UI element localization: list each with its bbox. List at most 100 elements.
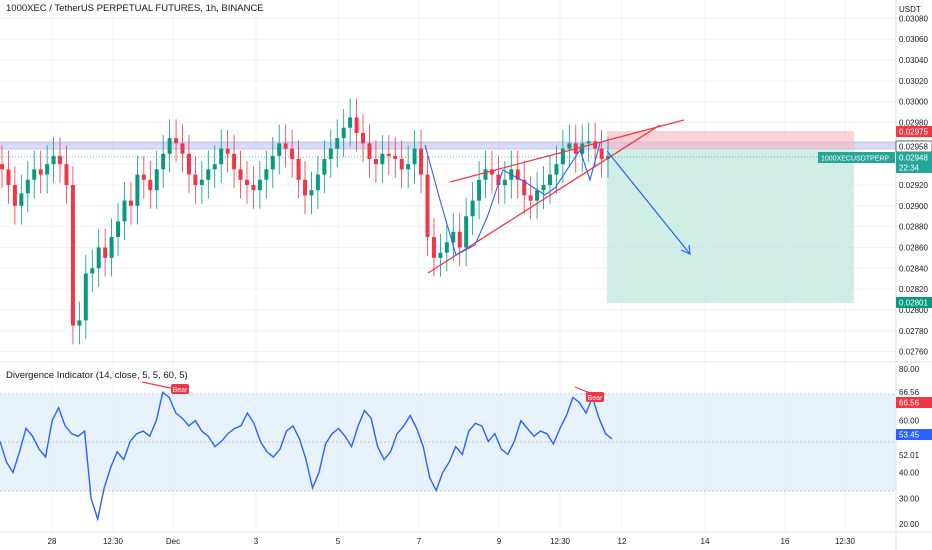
time-tick-label: 12:30 <box>103 537 124 546</box>
time-tick-label: 3 <box>254 537 259 546</box>
candle-body <box>128 200 133 206</box>
price-tick-label: 0.02820 <box>899 285 928 294</box>
candle-body <box>64 164 69 185</box>
last-price-label: 0.02948 <box>899 154 928 163</box>
candle-body <box>567 143 572 149</box>
candle-body <box>174 138 179 144</box>
candle-body <box>373 158 378 165</box>
arrow-head-icon <box>680 244 691 255</box>
resistance-price-label: 0.02975 <box>899 128 928 137</box>
candle-body <box>496 174 501 185</box>
candle-body <box>431 237 436 258</box>
indicator-current-label: 53.45 <box>899 431 920 440</box>
candle-body <box>109 237 114 258</box>
time-tick-label: 16 <box>781 537 790 546</box>
candle-body <box>244 179 249 185</box>
candle-body <box>251 185 256 191</box>
indicator-tick-label: 30.00 <box>899 494 920 503</box>
indicator-tick-label: 80.00 <box>899 365 920 374</box>
indicator-upper-plain: 66.56 <box>899 388 920 397</box>
candle-body <box>348 117 353 128</box>
price-tick-label: 0.02860 <box>899 243 928 252</box>
candle-body <box>335 138 340 149</box>
indicator-line <box>0 391 613 522</box>
wedge-upper-line <box>449 119 685 183</box>
candle-body <box>161 153 166 170</box>
price-tick-label: 0.02900 <box>899 202 928 211</box>
candle-body <box>399 158 404 170</box>
candle-body <box>425 174 430 238</box>
candle-body <box>593 141 598 149</box>
time-tick-label: 9 <box>497 537 502 546</box>
candle-body <box>547 174 552 185</box>
candle-body <box>444 242 449 253</box>
candle-body <box>322 158 327 175</box>
candle-body <box>238 169 243 180</box>
symbol-label-bg <box>818 152 895 163</box>
candle-body <box>412 148 417 165</box>
candle-body <box>393 155 398 159</box>
projection-arrow <box>606 150 691 255</box>
candle-body <box>0 164 4 170</box>
candle-body <box>541 185 546 191</box>
candle-body <box>58 155 63 165</box>
price-tick-label: 0.02760 <box>899 348 928 357</box>
price-tick-label: 0.02880 <box>899 223 928 232</box>
indicator-band <box>0 394 896 491</box>
candle-body <box>154 169 159 191</box>
price-tick-label: 0.03040 <box>899 56 928 65</box>
candle-body <box>96 247 101 269</box>
candle-body <box>483 169 488 180</box>
candle-body <box>90 268 95 274</box>
indicator-tick-label: 40.00 <box>899 468 920 477</box>
candle-body <box>264 169 269 180</box>
candle-body <box>277 143 282 156</box>
price-tick-label: 0.02780 <box>899 327 928 336</box>
bear-label-2-bg <box>586 392 604 402</box>
target-price-label-bg <box>896 297 932 308</box>
candle-body <box>451 231 456 243</box>
indicator-current-label-bg <box>896 429 932 440</box>
candle-body <box>315 174 320 191</box>
time-tick-label: 12:30 <box>835 537 856 546</box>
candle-body <box>361 132 366 144</box>
wedge-lower-line <box>427 124 661 274</box>
candle-body <box>186 153 191 175</box>
candle-body <box>257 179 262 191</box>
candle-body <box>199 179 204 185</box>
time-axis: 28 12:30 Dec 3 5 7 9 12:30 12 14 16 12:30 <box>48 537 856 546</box>
price-tick-label: 0.02840 <box>899 264 928 273</box>
candle-body <box>522 179 527 196</box>
candle-body <box>303 179 307 196</box>
price-tick-label: 0.02920 <box>899 181 928 190</box>
candle-body <box>354 117 359 133</box>
candle-body <box>83 273 88 321</box>
candle-body <box>206 169 211 180</box>
price-tick-label: 0.03080 <box>899 14 928 23</box>
target-price-label: 0.02801 <box>899 299 928 308</box>
entry-price-label: 0.02958 <box>899 143 928 152</box>
candle-body <box>419 148 424 175</box>
candle-body <box>296 158 301 180</box>
candle-body <box>141 174 146 180</box>
candle-body <box>77 320 82 326</box>
time-tick-label: 12:30 <box>550 537 571 546</box>
candle-body <box>599 148 604 159</box>
candle-body <box>290 148 295 159</box>
candle-body <box>51 155 56 165</box>
candle-body <box>380 153 385 165</box>
candle-body <box>580 143 585 154</box>
indicator-title: Divergence Indicator (14, close, 5, 5, 6… <box>6 370 188 381</box>
candle-body <box>586 141 591 144</box>
candle-body <box>12 185 17 206</box>
candle-body <box>232 153 237 170</box>
time-tick-label: 12 <box>618 537 627 546</box>
candle-body <box>19 193 24 206</box>
candle-body <box>25 179 30 194</box>
wave-path <box>424 142 601 256</box>
chart-title: 1000XEC / TetherUS PERPETUAL FUTURES, 1h… <box>6 3 264 14</box>
candle-body <box>212 164 217 170</box>
candle-body <box>219 148 224 165</box>
